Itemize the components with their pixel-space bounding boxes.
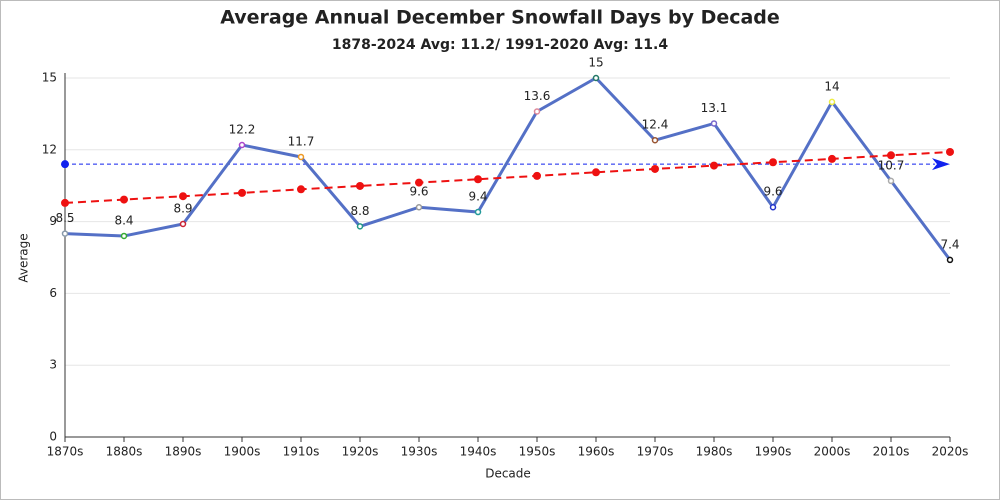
data-label: 13.1 — [701, 101, 728, 115]
trend-point — [946, 147, 954, 156]
data-label: 14 — [824, 79, 839, 93]
trend-point — [415, 178, 423, 187]
y-tick-label: 9 — [49, 214, 57, 228]
data-label: 9.6 — [409, 185, 428, 199]
trend-point — [769, 158, 777, 167]
data-point — [356, 223, 364, 230]
trend-point — [651, 164, 659, 173]
data-point — [297, 153, 305, 161]
y-tick-label: 3 — [49, 358, 57, 372]
x-tick-label: 1890s — [165, 445, 202, 459]
y-axis-label: Average — [17, 233, 31, 282]
x-tick-label: 1950s — [519, 445, 556, 459]
x-tick-label: 1940s — [460, 445, 497, 459]
trend-point — [120, 195, 128, 204]
data-point — [710, 120, 718, 127]
trend-point — [828, 154, 836, 163]
data-label: 8.8 — [350, 204, 369, 218]
chart-subtitle: 1878-2024 Avg: 11.2/ 1991-2020 Avg: 11.4 — [332, 37, 668, 53]
trend-line — [64, 150, 951, 204]
reference-arrow — [932, 158, 950, 171]
x-tick-label: 1880s — [106, 445, 143, 459]
x-tick-label: 2020s — [932, 445, 969, 459]
data-point — [533, 108, 541, 115]
data-label: 13.6 — [524, 89, 551, 103]
x-tick-label: 1870s — [47, 445, 84, 459]
trend-point — [474, 175, 482, 184]
data-point — [651, 136, 659, 144]
reference-start — [61, 160, 69, 169]
data-label: 11.7 — [288, 134, 315, 148]
data-label: 12.2 — [229, 123, 256, 137]
trend-point — [533, 171, 541, 180]
data-point — [887, 177, 895, 185]
trend-point — [592, 168, 600, 177]
data-label: 8.4 — [114, 213, 133, 227]
x-tick-label: 1980s — [696, 445, 733, 459]
data-point — [415, 203, 423, 211]
data-point — [120, 232, 128, 240]
data-point — [828, 98, 836, 106]
x-tick-label: 2000s — [814, 445, 851, 459]
trend-point — [710, 161, 718, 170]
data-label: 9.6 — [763, 185, 782, 199]
y-tick-label: 15 — [42, 71, 57, 85]
data-point — [592, 74, 600, 82]
data-point — [179, 220, 187, 228]
trend-point — [238, 188, 246, 197]
data-label: 8.9 — [173, 201, 192, 215]
data-point — [946, 256, 954, 264]
trend-point — [179, 192, 187, 201]
x-tick-label: 1930s — [401, 445, 438, 459]
x-tick-label: 1910s — [283, 445, 320, 459]
data-label: 8.5 — [55, 211, 74, 225]
x-axis-label: Decade — [485, 467, 531, 481]
data-label: 15 — [588, 56, 603, 70]
data-label: 7.4 — [940, 237, 959, 251]
y-tick-label: 0 — [49, 430, 57, 444]
x-tick-label: 1960s — [578, 445, 615, 459]
data-label: 12.4 — [642, 118, 669, 132]
trend-point — [887, 151, 895, 160]
data-point — [238, 141, 246, 149]
data-point — [769, 203, 777, 211]
trend-point — [356, 181, 364, 190]
x-tick-label: 2010s — [873, 445, 910, 459]
x-tick-label: 1990s — [755, 445, 792, 459]
trend-point — [61, 198, 69, 207]
y-tick-label: 6 — [49, 286, 57, 300]
data-point — [474, 208, 482, 216]
series-line — [64, 76, 952, 261]
x-tick-label: 1920s — [342, 445, 379, 459]
chart-title: Average Annual December Snowfall Days by… — [220, 7, 780, 29]
x-tick-label: 1900s — [224, 445, 261, 459]
data-point — [61, 230, 69, 237]
y-tick-label: 12 — [42, 142, 57, 156]
x-tick-label: 1970s — [637, 445, 674, 459]
trend-point — [297, 185, 305, 194]
data-label: 9.4 — [468, 190, 487, 204]
data-label: 10.7 — [878, 158, 905, 172]
